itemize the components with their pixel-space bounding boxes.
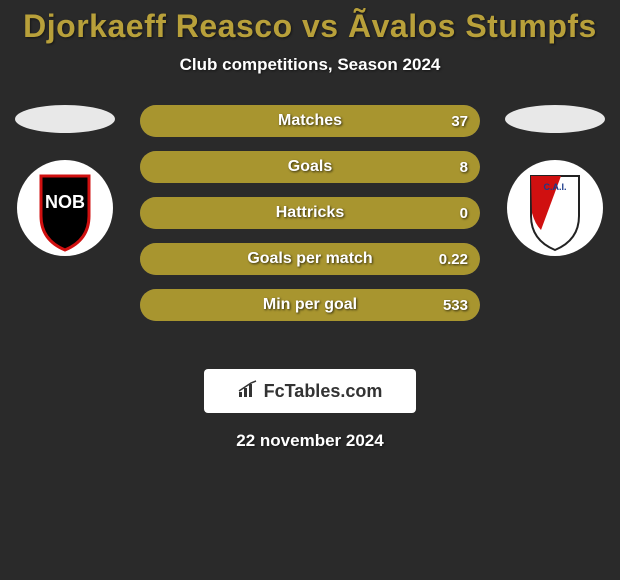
- stat-row: Goals8: [140, 151, 480, 183]
- stat-value-right: 37: [451, 105, 468, 137]
- stat-row: Hattricks0: [140, 197, 480, 229]
- chart-icon: [238, 380, 258, 403]
- stat-value-right: 8: [460, 151, 468, 183]
- player-left-avatar-placeholder: [15, 105, 115, 133]
- club-logo-right: C.A.I.: [505, 158, 605, 258]
- comparison-area: NOB C.A.I. Matches37 Goals8 Hattricks0 Goal…: [0, 105, 620, 355]
- svg-text:NOB: NOB: [45, 192, 85, 212]
- stat-row: Min per goal533: [140, 289, 480, 321]
- stat-label: Hattricks: [140, 197, 480, 229]
- stats-bars: Matches37 Goals8 Hattricks0 Goals per match…: [140, 105, 480, 335]
- brand-text: FcTables.com: [264, 381, 383, 402]
- stat-value-right: 0.22: [439, 243, 468, 275]
- player-right-avatar-placeholder: [505, 105, 605, 133]
- stat-label: Matches: [140, 105, 480, 137]
- stat-label: Goals: [140, 151, 480, 183]
- club-logo-left: NOB: [15, 158, 115, 258]
- stat-value-right: 0: [460, 197, 468, 229]
- brand-badge: FcTables.com: [204, 369, 416, 413]
- cai-shield-icon: C.A.I.: [505, 158, 605, 258]
- stat-value-right: 533: [443, 289, 468, 321]
- subtitle: Club competitions, Season 2024: [0, 55, 620, 75]
- date-text: 22 november 2024: [0, 431, 620, 451]
- stat-label: Min per goal: [140, 289, 480, 321]
- stat-row: Goals per match0.22: [140, 243, 480, 275]
- stat-label: Goals per match: [140, 243, 480, 275]
- svg-text:C.A.I.: C.A.I.: [543, 182, 566, 192]
- stat-row: Matches37: [140, 105, 480, 137]
- nob-shield-icon: NOB: [15, 158, 115, 258]
- player-right-column: C.A.I.: [490, 105, 620, 258]
- player-left-column: NOB: [0, 105, 130, 258]
- page-title: Djorkaeff Reasco vs Ãvalos Stumpfs: [0, 8, 620, 45]
- root-container: Djorkaeff Reasco vs Ãvalos Stumpfs Club …: [0, 0, 620, 580]
